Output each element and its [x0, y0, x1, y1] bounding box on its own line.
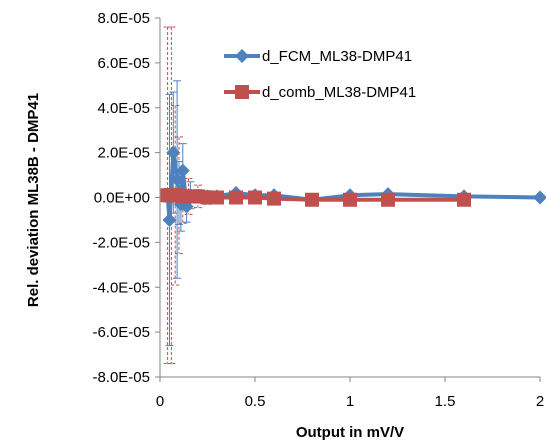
- data-point: [533, 190, 546, 205]
- legend-label-comb: d_comb_ML38-DMP41: [262, 84, 416, 101]
- x-tick-label: 1.5: [435, 393, 456, 410]
- x-tick-label: 0.5: [245, 393, 266, 410]
- y-tick-label: 6.0E-05: [97, 55, 150, 72]
- series-lines: [165, 150, 541, 222]
- y-tick-label: -2.0E-05: [92, 234, 150, 251]
- legend-item-comb: d_comb_ML38-DMP41: [224, 84, 416, 101]
- y-axis-title: Rel. deviation ML38B - DMP41: [25, 93, 42, 307]
- y-ticks: 8.0E-05 6.0E-05 4.0E-05 2.0E-05 0.0E+00 -2.0E…: [92, 10, 160, 386]
- x-tick-label: 0: [156, 393, 164, 410]
- y-tick-label: -6.0E-05: [92, 324, 150, 341]
- y-tick-label: -8.0E-05: [92, 369, 150, 386]
- series-line: [165, 150, 541, 222]
- data-point: [248, 190, 262, 205]
- legend: d_FCM_ML38-DMP41 d_comb_ML38-DMP41: [224, 48, 416, 101]
- x-tick-label: 1: [346, 393, 354, 410]
- data-point: [267, 191, 281, 206]
- data-point: [381, 192, 395, 207]
- x-ticks: 0 0.5 1 1.5 2: [156, 377, 544, 410]
- data-point: [229, 190, 243, 205]
- legend-marker-fcm: [235, 49, 249, 63]
- data-point: [343, 192, 357, 207]
- series-markers: [160, 145, 546, 227]
- y-tick-label: -4.0E-05: [92, 279, 150, 296]
- data-point: [210, 190, 224, 205]
- y-tick-label: 4.0E-05: [97, 100, 150, 117]
- x-axis-title: Output in mV/V: [296, 424, 404, 441]
- y-tick-label: 8.0E-05: [97, 10, 150, 27]
- legend-item-fcm: d_FCM_ML38-DMP41: [224, 48, 412, 65]
- y-tick-label: 2.0E-05: [97, 145, 150, 162]
- data-point: [175, 163, 190, 178]
- legend-label-fcm: d_FCM_ML38-DMP41: [262, 48, 412, 65]
- y-tick-label: 0.0E+00: [94, 190, 150, 207]
- data-point: [166, 145, 181, 160]
- data-point: [457, 192, 471, 207]
- data-point: [170, 172, 185, 187]
- data-point: [305, 192, 319, 207]
- x-tick-label: 2: [536, 393, 544, 410]
- data-point: [162, 212, 177, 227]
- legend-marker-comb: [235, 85, 249, 99]
